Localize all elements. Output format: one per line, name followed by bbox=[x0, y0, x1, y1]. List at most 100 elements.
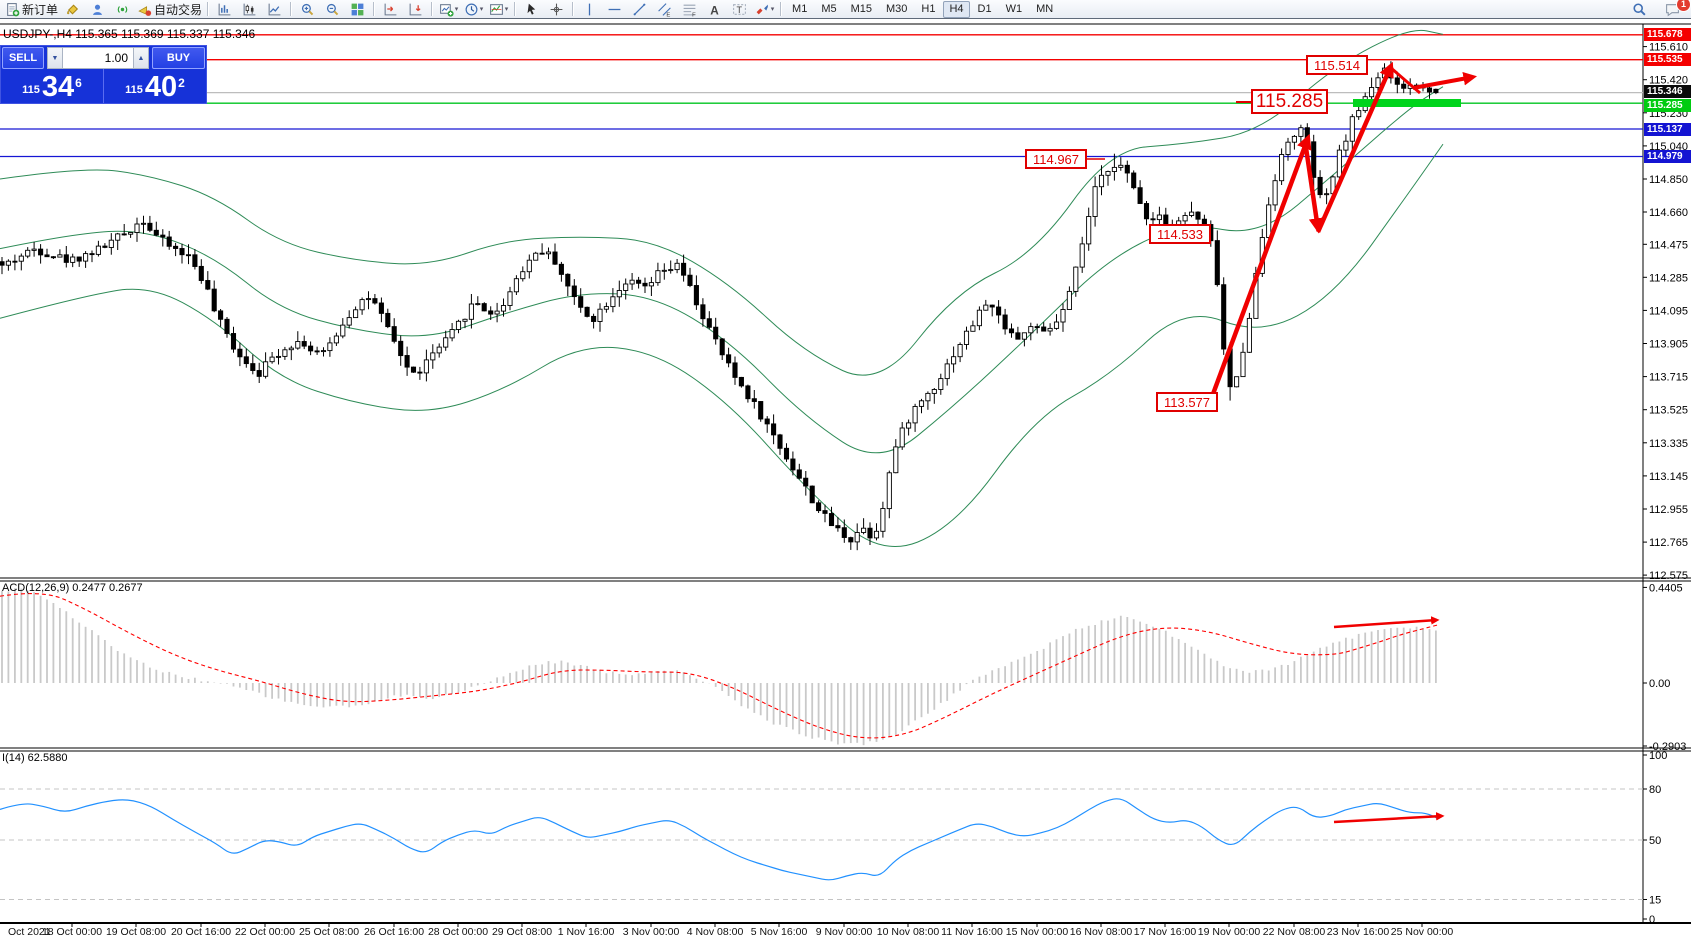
candle bbox=[218, 310, 224, 320]
volume-increase-button[interactable]: ▲ bbox=[133, 47, 149, 69]
trend-arrow-1[interactable] bbox=[1210, 133, 1312, 395]
styler-button[interactable] bbox=[60, 0, 85, 19]
candle bbox=[1189, 211, 1195, 216]
buy-button[interactable]: BUY bbox=[152, 47, 205, 69]
candle bbox=[957, 344, 963, 358]
line-chart-button[interactable] bbox=[262, 0, 287, 19]
hline-icon bbox=[608, 8, 621, 10]
vertical-line-button[interactable] bbox=[577, 0, 602, 19]
tf-mn[interactable]: MN bbox=[1036, 3, 1054, 15]
volume-input[interactable]: 1.00 bbox=[63, 47, 133, 69]
text-button[interactable]: A bbox=[702, 0, 727, 19]
tf-h4[interactable]: H4 bbox=[943, 0, 970, 18]
candle bbox=[263, 361, 269, 377]
tf-m15[interactable]: M15 bbox=[850, 3, 872, 15]
tf-m1[interactable]: M1 bbox=[792, 3, 808, 15]
price-tick-label: 114.850 bbox=[1649, 174, 1688, 186]
equidistant-channel-button[interactable]: E bbox=[652, 0, 677, 19]
sell-price[interactable]: 115 34 6 bbox=[1, 69, 103, 103]
candle bbox=[192, 254, 198, 267]
volume-decrease-button[interactable]: ▼ bbox=[47, 47, 63, 69]
price-annotation-114.967[interactable]: 114.967 bbox=[1025, 149, 1087, 169]
chat-button[interactable]: 1 bbox=[1660, 0, 1691, 19]
candle bbox=[681, 262, 687, 276]
rsi-projection-arrow[interactable] bbox=[1333, 812, 1445, 824]
new-order-button[interactable]: 新订单 bbox=[3, 0, 60, 19]
candle bbox=[1433, 88, 1439, 94]
candle bbox=[353, 309, 359, 319]
mql5-community-button[interactable] bbox=[85, 0, 110, 19]
candle bbox=[951, 356, 957, 365]
autotrading-button[interactable]: 自动交易 bbox=[135, 0, 204, 19]
candle bbox=[173, 245, 179, 249]
price-annotation-113.577[interactable]: 113.577 bbox=[1156, 392, 1218, 412]
price-axis[interactable]: 115.610 115.420 115.230 115.040 114.850 114.6… bbox=[1643, 42, 1688, 926]
candle bbox=[365, 298, 372, 301]
cursor-icon bbox=[527, 3, 536, 15]
price-annotation-115.285[interactable]: 115.285 bbox=[1251, 89, 1328, 114]
trend-arrow-3[interactable] bbox=[1315, 61, 1394, 233]
price-tick-label: 113.905 bbox=[1649, 339, 1688, 351]
candle bbox=[327, 342, 333, 352]
candle bbox=[275, 355, 282, 358]
tf-h1[interactable]: H1 bbox=[921, 3, 936, 15]
candle bbox=[1066, 290, 1072, 310]
candle bbox=[269, 356, 275, 363]
macd-projection-arrow[interactable] bbox=[1333, 616, 1440, 629]
candle bbox=[455, 320, 462, 330]
candle bbox=[565, 273, 571, 287]
label-button[interactable]: T bbox=[727, 0, 752, 19]
chevron-down-icon: ▾ bbox=[504, 6, 509, 13]
tf-w1[interactable]: W1 bbox=[1005, 3, 1023, 15]
price-tick-label: 114.095 bbox=[1649, 305, 1688, 317]
signals-button[interactable] bbox=[110, 0, 135, 19]
candle bbox=[83, 253, 89, 262]
tile-windows-button[interactable] bbox=[345, 0, 370, 19]
chart-settings-button[interactable]: ▾ bbox=[486, 0, 511, 19]
new-chart-button[interactable]: ▾ bbox=[436, 0, 461, 19]
tf-m5[interactable]: M5 bbox=[821, 3, 837, 15]
sell-button[interactable]: SELL bbox=[2, 47, 44, 69]
chart-candles-icon bbox=[243, 3, 256, 15]
candle bbox=[320, 350, 327, 353]
candle bbox=[989, 304, 995, 308]
auto-scroll-button[interactable] bbox=[403, 0, 428, 19]
arrows-button[interactable]: ▾ bbox=[752, 0, 777, 19]
price-tick-label: 112.765 bbox=[1649, 537, 1688, 549]
tf-m30[interactable]: M30 bbox=[886, 3, 908, 15]
candle bbox=[205, 280, 211, 290]
trend-arrow-2[interactable] bbox=[1302, 140, 1325, 234]
candlestick-chart-button[interactable] bbox=[237, 0, 262, 19]
zoom-out-button[interactable] bbox=[320, 0, 345, 19]
candle bbox=[623, 283, 629, 291]
crosshair-button[interactable] bbox=[544, 0, 569, 19]
buy-price[interactable]: 115 40 2 bbox=[103, 69, 206, 103]
chart-shift-button[interactable] bbox=[378, 0, 403, 19]
horizontal-line-button[interactable] bbox=[602, 0, 627, 19]
candle bbox=[571, 285, 577, 298]
cursor-button[interactable] bbox=[519, 0, 544, 19]
time-label: 22 Nov 08:00 bbox=[1263, 926, 1326, 938]
trend-arrow-5[interactable] bbox=[1412, 72, 1478, 90]
bar-chart-button[interactable] bbox=[212, 0, 237, 19]
zoom-in-icon bbox=[301, 3, 314, 15]
search-button[interactable] bbox=[1627, 0, 1652, 19]
candle bbox=[912, 406, 918, 424]
fibonacci-button[interactable]: F bbox=[677, 0, 702, 19]
one-click-trade-panel: SELL ▼ 1.00 ▲ BUY 115 34 6 115 40 2 bbox=[0, 45, 207, 104]
price-annotation-114.533[interactable]: 114.533 bbox=[1149, 224, 1211, 244]
chart-settings-icon bbox=[489, 3, 503, 15]
notification-badge: 1 bbox=[1676, 0, 1691, 12]
candle bbox=[931, 389, 937, 394]
candle bbox=[50, 256, 56, 259]
support-highlight-bar[interactable] bbox=[1353, 99, 1461, 107]
profiles-button[interactable]: ▾ bbox=[461, 0, 486, 19]
tf-d1[interactable]: D1 bbox=[977, 3, 992, 15]
time-label: 3 Nov 00:00 bbox=[623, 926, 680, 938]
price-annotation-115.514[interactable]: 115.514 bbox=[1306, 55, 1368, 75]
price-tick-label: 115.420 bbox=[1649, 75, 1688, 87]
trendline-button[interactable] bbox=[627, 0, 652, 19]
zoom-in-button[interactable] bbox=[295, 0, 320, 19]
